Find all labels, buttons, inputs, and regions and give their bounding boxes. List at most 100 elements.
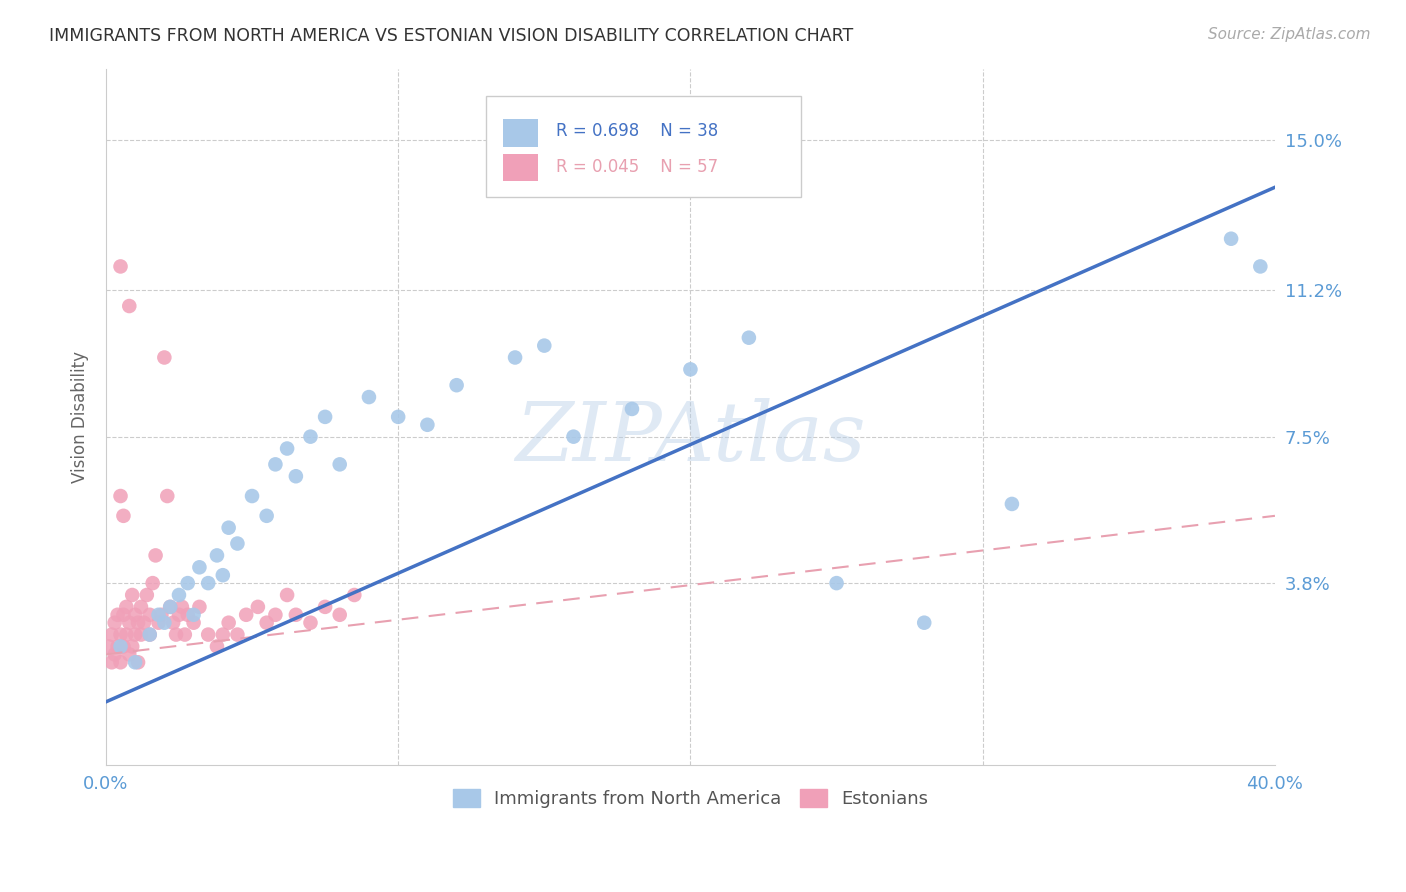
- Point: [218, 615, 240, 630]
- FancyBboxPatch shape: [503, 153, 538, 181]
- Point: [446, 378, 468, 392]
- Point: [218, 521, 240, 535]
- Point: [533, 338, 555, 352]
- Point: [110, 260, 132, 274]
- Point: [124, 655, 146, 669]
- Point: [183, 607, 205, 622]
- Point: [112, 508, 135, 523]
- Point: [211, 568, 233, 582]
- Point: [118, 648, 141, 662]
- Point: [256, 508, 278, 523]
- Point: [162, 615, 184, 630]
- Point: [264, 458, 287, 472]
- Point: [118, 615, 141, 630]
- Text: R = 0.045    N = 57: R = 0.045 N = 57: [555, 159, 718, 177]
- Point: [387, 409, 409, 424]
- Point: [100, 655, 122, 669]
- Point: [104, 648, 127, 662]
- Point: [416, 417, 439, 432]
- Point: [183, 615, 205, 630]
- Point: [299, 430, 322, 444]
- Point: [177, 607, 200, 622]
- Text: IMMIGRANTS FROM NORTH AMERICA VS ESTONIAN VISION DISABILITY CORRELATION CHART: IMMIGRANTS FROM NORTH AMERICA VS ESTONIA…: [49, 27, 853, 45]
- Point: [679, 362, 702, 376]
- Point: [118, 299, 141, 313]
- Point: [167, 588, 190, 602]
- Point: [562, 430, 585, 444]
- Point: [148, 615, 170, 630]
- Point: [112, 640, 135, 654]
- Point: [235, 607, 257, 622]
- Text: Source: ZipAtlas.com: Source: ZipAtlas.com: [1208, 27, 1371, 42]
- Point: [107, 640, 129, 654]
- Point: [153, 351, 176, 365]
- Point: [503, 351, 526, 365]
- Text: R = 0.698    N = 38: R = 0.698 N = 38: [555, 122, 718, 140]
- Point: [100, 627, 122, 641]
- Point: [139, 627, 162, 641]
- Point: [159, 599, 181, 614]
- Point: [173, 627, 195, 641]
- Point: [150, 607, 173, 622]
- Point: [97, 640, 120, 654]
- Point: [135, 588, 157, 602]
- Point: [205, 549, 228, 563]
- Point: [129, 599, 152, 614]
- Point: [167, 607, 190, 622]
- Point: [121, 588, 143, 602]
- Point: [226, 536, 249, 550]
- Point: [276, 588, 298, 602]
- Point: [284, 469, 307, 483]
- Point: [139, 607, 162, 622]
- Point: [159, 599, 181, 614]
- Text: ZIPAtlas: ZIPAtlas: [515, 398, 866, 478]
- Point: [170, 599, 193, 614]
- Point: [188, 599, 211, 614]
- Point: [197, 627, 219, 641]
- Point: [357, 390, 380, 404]
- Point: [110, 640, 132, 654]
- Legend: Immigrants from North America, Estonians: Immigrants from North America, Estonians: [446, 781, 935, 815]
- Point: [620, 401, 643, 416]
- Point: [256, 615, 278, 630]
- Point: [177, 576, 200, 591]
- Point: [110, 489, 132, 503]
- Point: [139, 627, 162, 641]
- Point: [115, 599, 138, 614]
- FancyBboxPatch shape: [503, 120, 538, 147]
- Point: [1249, 260, 1271, 274]
- Point: [121, 640, 143, 654]
- Point: [264, 607, 287, 622]
- Point: [211, 627, 233, 641]
- Point: [110, 627, 132, 641]
- Point: [284, 607, 307, 622]
- Point: [142, 576, 165, 591]
- Point: [124, 627, 146, 641]
- Point: [329, 607, 352, 622]
- Point: [329, 458, 352, 472]
- Point: [1220, 232, 1243, 246]
- Point: [188, 560, 211, 574]
- Point: [912, 615, 935, 630]
- Point: [115, 627, 138, 641]
- FancyBboxPatch shape: [486, 96, 801, 197]
- Point: [107, 607, 129, 622]
- Point: [127, 655, 149, 669]
- Point: [314, 409, 336, 424]
- Point: [205, 640, 228, 654]
- Point: [132, 615, 155, 630]
- Point: [148, 607, 170, 622]
- Point: [825, 576, 848, 591]
- Point: [314, 599, 336, 614]
- Point: [343, 588, 366, 602]
- Point: [129, 627, 152, 641]
- Point: [145, 549, 167, 563]
- Point: [127, 615, 149, 630]
- Point: [104, 615, 127, 630]
- Point: [156, 489, 179, 503]
- Point: [124, 607, 146, 622]
- Point: [276, 442, 298, 456]
- Y-axis label: Vision Disability: Vision Disability: [72, 351, 89, 483]
- Point: [110, 655, 132, 669]
- Point: [165, 627, 187, 641]
